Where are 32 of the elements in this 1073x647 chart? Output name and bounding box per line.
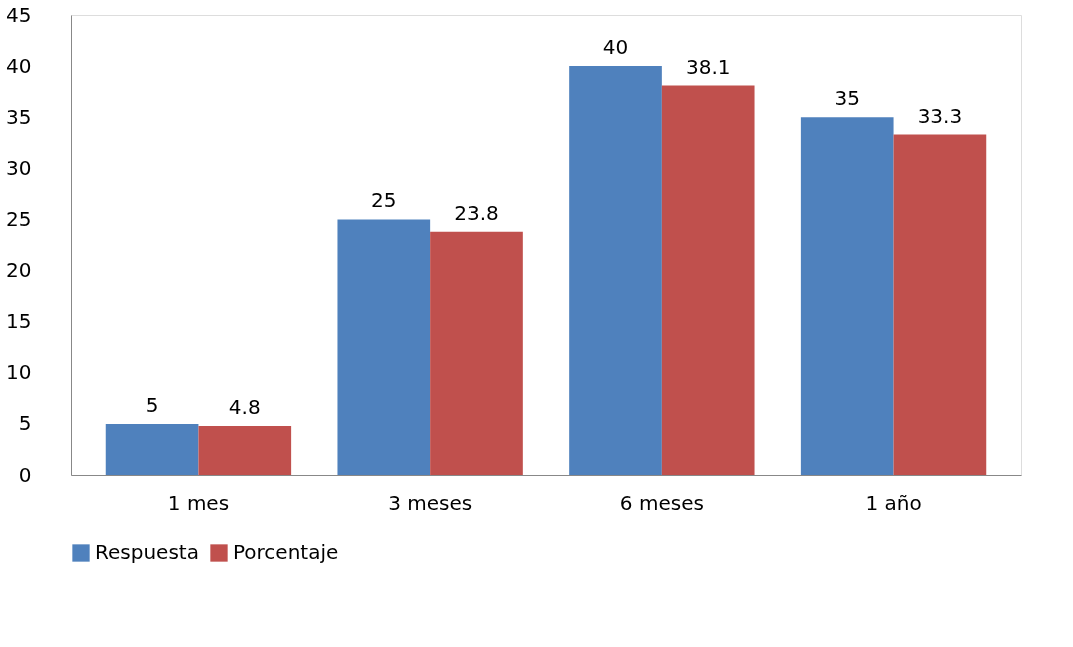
bar — [430, 231, 523, 475]
y-tick-label: 20 — [6, 258, 32, 283]
bar — [105, 423, 199, 475]
bar — [893, 134, 987, 475]
y-tick-label: 40 — [6, 53, 32, 78]
bar — [800, 117, 894, 475]
bar — [569, 66, 662, 475]
x-tick-label: 1 mes — [167, 490, 230, 515]
data-label: 33.3 — [917, 103, 963, 128]
data-label: 4.8 — [228, 394, 261, 419]
data-label: 40 — [602, 35, 629, 60]
bar — [337, 219, 431, 475]
y-tick-label: 0 — [18, 462, 32, 487]
y-tick-label: 45 — [6, 2, 32, 27]
data-label: 5 — [145, 392, 159, 417]
x-tick-label: 3 meses — [388, 490, 473, 515]
y-tick-label: 10 — [6, 360, 32, 385]
bar — [661, 85, 755, 475]
bar — [198, 425, 292, 475]
x-tick-label: 1 año — [865, 490, 922, 515]
y-tick-label: 25 — [6, 206, 32, 231]
data-label: 23.8 — [454, 200, 499, 225]
data-label: 25 — [371, 188, 397, 213]
y-tick-label: 15 — [6, 309, 32, 334]
y-tick-label: 35 — [6, 104, 32, 129]
data-label: 38.1 — [685, 54, 731, 79]
data-label: 35 — [834, 86, 860, 111]
legend-label: Respuesta — [95, 540, 199, 564]
y-tick-label: 5 — [18, 411, 32, 436]
legend-label: Porcentaje — [233, 540, 339, 564]
x-tick-label: 6 meses — [619, 490, 704, 515]
y-tick-label: 30 — [6, 155, 32, 180]
